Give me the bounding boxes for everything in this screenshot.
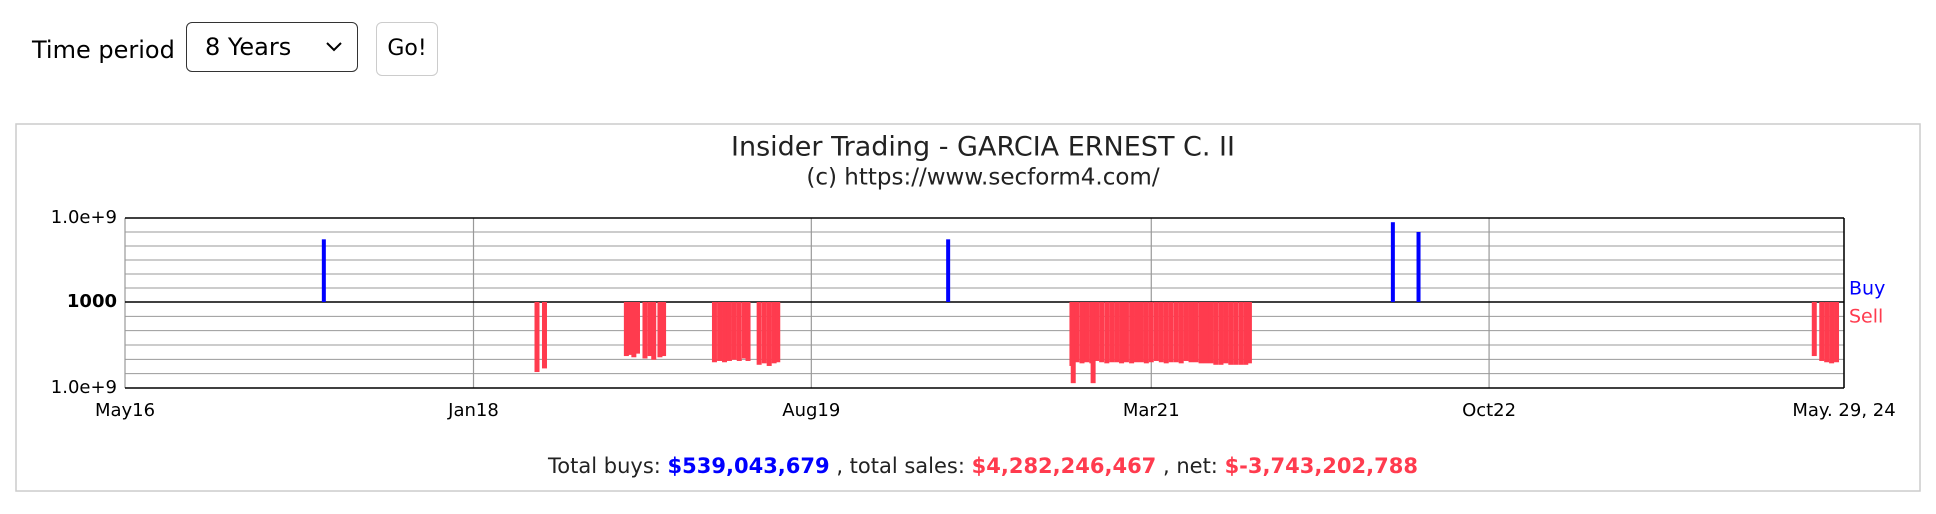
- bar: [657, 302, 663, 358]
- bar: [541, 302, 547, 369]
- bar: [1811, 302, 1817, 357]
- bar: [1090, 302, 1096, 384]
- select-value: 8 Years: [205, 33, 292, 61]
- legend-label: Sell: [1849, 306, 1883, 328]
- bar: [1223, 302, 1229, 364]
- bar: [1158, 302, 1164, 363]
- bar: [771, 302, 777, 364]
- bar: [741, 302, 747, 359]
- dropdown-arrow: [326, 42, 342, 52]
- bar: [1198, 302, 1204, 364]
- bar: [1084, 302, 1090, 363]
- bar: [756, 302, 762, 365]
- x-tick-label: May. 29, 24: [1792, 400, 1895, 421]
- bar: [1070, 302, 1076, 384]
- bar: [1143, 302, 1149, 364]
- bar: [1218, 302, 1224, 365]
- bar: [647, 302, 653, 357]
- bar: [631, 302, 637, 358]
- bar: [661, 302, 667, 357]
- bar: [726, 302, 732, 361]
- x-tick-label: Aug19: [782, 400, 840, 421]
- net-label: , net:: [1163, 454, 1218, 478]
- bar: [1163, 302, 1169, 364]
- bar: [1829, 302, 1835, 364]
- bar: [1129, 302, 1135, 364]
- chart-frame: [15, 123, 1921, 492]
- chart-subtitle: (c) https://www.secform4.com/: [806, 165, 1159, 191]
- bar: [722, 302, 728, 363]
- bar: [1134, 302, 1140, 363]
- totals: Total buys: $539,043,679 , total sales: …: [547, 454, 1418, 478]
- bar: [1238, 302, 1244, 365]
- x-tick-label: Mar21: [1123, 400, 1180, 421]
- y-tick-label: 1000: [67, 291, 117, 312]
- bar: [1188, 302, 1194, 363]
- bar: [1203, 302, 1209, 364]
- bar: [761, 302, 767, 364]
- bar: [1183, 302, 1189, 361]
- bar: [1119, 302, 1125, 364]
- bar: [1178, 302, 1184, 364]
- bar: [1208, 302, 1214, 364]
- bar: [1138, 302, 1144, 363]
- bar: [651, 302, 657, 360]
- bar: [1114, 302, 1120, 363]
- x-tick-label: May16: [95, 400, 155, 421]
- bar: [321, 239, 326, 302]
- bar: [736, 302, 742, 361]
- bar: [642, 302, 648, 359]
- bar: [1213, 302, 1219, 365]
- bar: [1243, 302, 1249, 365]
- bar: [1079, 302, 1085, 364]
- bar: [1390, 222, 1395, 302]
- y-tick-label: 1.0e+9: [51, 207, 117, 228]
- bar: [1099, 302, 1105, 363]
- y-tick-label: 1.0e+9: [51, 377, 117, 398]
- bar: [766, 302, 772, 366]
- bar: [623, 302, 629, 357]
- total-sales: $4,282,246,467: [972, 454, 1157, 478]
- go-button[interactable]: Go!: [376, 22, 438, 76]
- x-tick-label: Jan18: [447, 400, 499, 421]
- bar: [627, 302, 633, 355]
- sales-label: , total sales:: [836, 454, 965, 478]
- bar: [711, 302, 717, 363]
- bar: [1416, 232, 1421, 302]
- bar: [745, 302, 751, 361]
- bar: [1094, 302, 1100, 361]
- bar: [946, 239, 951, 302]
- legend-label: Buy: [1849, 278, 1885, 300]
- bar: [1109, 302, 1115, 363]
- bar: [717, 302, 723, 361]
- bar: [1819, 302, 1825, 361]
- bar: [731, 302, 737, 360]
- bar: [1153, 302, 1159, 361]
- bar: [534, 302, 540, 373]
- bar: [1148, 302, 1154, 363]
- time-period-label: Time period: [32, 36, 175, 64]
- time-period-select[interactable]: 8 Years: [186, 22, 358, 72]
- x-tick-label: Oct22: [1462, 400, 1516, 421]
- bar: [1193, 302, 1199, 363]
- bar: [1246, 302, 1252, 364]
- bar: [634, 302, 640, 354]
- chart-title: Insider Trading - GARCIA ERNEST C. II: [731, 132, 1235, 163]
- total-buys: $539,043,679: [668, 454, 830, 478]
- bar: [1123, 302, 1129, 363]
- bar: [775, 302, 781, 363]
- bar: [1173, 302, 1179, 363]
- bar: [1834, 302, 1840, 363]
- bar: [1074, 302, 1080, 363]
- buys-label: Total buys:: [547, 454, 661, 478]
- bar: [1824, 302, 1830, 363]
- bar: [1168, 302, 1174, 363]
- net-total: $-3,743,202,788: [1225, 454, 1418, 478]
- bar: [1104, 302, 1110, 364]
- bar: [1233, 302, 1239, 365]
- bar: [1228, 302, 1234, 365]
